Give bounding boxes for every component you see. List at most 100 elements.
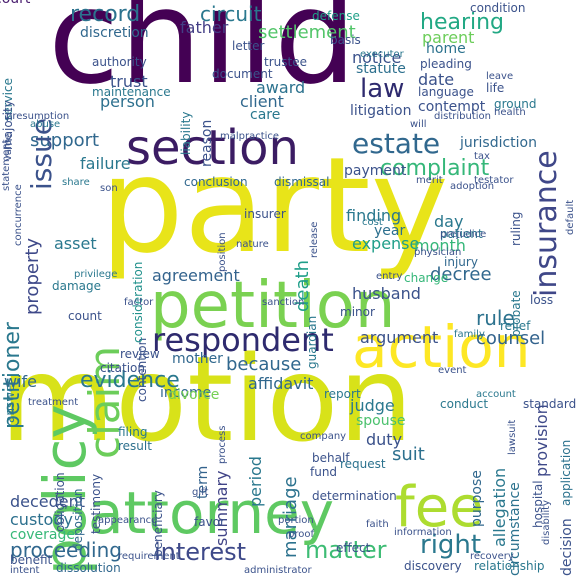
word-deposition: deposition (71, 488, 85, 551)
word-basis: basis (330, 33, 361, 47)
word-award: award (256, 78, 306, 97)
word-period: period (246, 456, 265, 507)
word-favor: favor (194, 515, 225, 529)
word-divorce: divorce (168, 387, 220, 403)
word-value: value (3, 133, 14, 161)
word-wife: wife (4, 372, 38, 391)
word-conduct: conduct (440, 397, 489, 411)
word-fund: fund (310, 465, 338, 479)
word-recovery: recovery (470, 551, 514, 562)
word-effect: effect (336, 541, 371, 555)
word-duty: duty (366, 430, 403, 449)
word-faith: faith (366, 519, 389, 530)
word-right: right (420, 530, 482, 560)
word-injury: injury (444, 255, 478, 269)
word-process: process (217, 425, 228, 464)
word-support: support (30, 130, 100, 151)
word-cost: cost (362, 217, 383, 228)
word-guardian: guardian (305, 315, 319, 369)
word-sanction: sanction (262, 297, 305, 308)
word-life: life (486, 81, 505, 95)
word-circuit: circuit (200, 2, 262, 26)
word-ruling: ruling (509, 211, 523, 246)
word-litigation: litigation (350, 103, 412, 119)
word-matter: matter (305, 536, 387, 564)
word-result: result (118, 439, 152, 453)
word-discovery: discovery (404, 559, 462, 573)
word-client: client (240, 92, 284, 111)
word-reason: reason (199, 119, 215, 167)
word-property: property (22, 237, 43, 315)
word-defense: defense (312, 9, 360, 23)
word-executor: executor (360, 49, 404, 60)
word-count: count (68, 309, 102, 323)
word-family: family (454, 329, 485, 340)
word-application: application (559, 439, 573, 506)
word-review: review (120, 347, 160, 361)
word-provision: provision (532, 404, 551, 477)
word-default: default (565, 199, 576, 235)
word-jurisdiction: jurisdiction (460, 135, 537, 151)
word-judge: judge (350, 396, 395, 415)
word-damage: damage (52, 279, 102, 293)
word-language: language (418, 85, 474, 99)
word-proceeding: proceeding (10, 538, 122, 562)
word-answer: answer (3, 379, 17, 423)
word-argument: argument (360, 328, 439, 347)
word-merit: merit (416, 175, 443, 186)
word-record: record (70, 2, 141, 27)
word-filing: filing (118, 425, 148, 439)
word-citation: citation (100, 361, 145, 375)
word-testator: testator (474, 175, 514, 186)
word-agreement: agreement (152, 266, 240, 285)
word-decree: decree (430, 264, 492, 285)
word-disability: disability (541, 500, 552, 545)
word-adoption: adoption (450, 181, 495, 192)
word-statute: statute (356, 61, 406, 77)
word-month: month (414, 236, 466, 255)
word-child: child (48, 0, 357, 113)
word-requirement: requirement (118, 551, 180, 562)
word-authority: authority (92, 55, 147, 69)
word-parent: parent (422, 28, 475, 47)
word-party: party (100, 129, 449, 283)
word-hearing: hearing (420, 10, 505, 35)
word-appearance: appearance (98, 515, 158, 526)
word-complaint: complaint (380, 156, 490, 181)
word-concurrence: concurrence (13, 184, 24, 246)
word-section: section (126, 120, 299, 176)
word-release: release (309, 221, 320, 258)
word-abuse: abuse (30, 119, 61, 130)
word-date: date (418, 70, 455, 89)
word-company: company (300, 431, 347, 442)
word-purpose: purpose (469, 470, 485, 527)
word-determination: determination (312, 489, 397, 503)
word-year: year (374, 223, 406, 239)
word-administrator: administrator (244, 565, 312, 576)
word-custody: custody (10, 510, 73, 529)
word-condition: condition (470, 1, 526, 15)
word-contention: contention (135, 337, 149, 402)
word-loss: loss (530, 293, 554, 307)
word-mother: mother (172, 351, 223, 367)
word-pleading: pleading (420, 57, 472, 71)
word-obligation: obligation (53, 472, 67, 532)
word-patient: patient (440, 227, 483, 241)
word-report: report (324, 387, 361, 401)
word-will: will (410, 119, 427, 130)
word-motion: motion (0, 330, 414, 468)
word-standard: standard (523, 397, 576, 411)
word-information: information (394, 527, 452, 538)
word-letter: letter (232, 39, 265, 53)
word-rule: rule (476, 306, 515, 330)
word-presumption: presumption (6, 111, 70, 122)
word-attorney: attorney (88, 479, 335, 547)
word-minor: minor (340, 305, 375, 319)
word-tax: tax (474, 151, 490, 162)
word-relief: relief (500, 319, 531, 333)
word-probate: probate (509, 290, 523, 337)
word-insurance: insurance (529, 150, 564, 297)
word-physician: physician (414, 247, 462, 258)
word-dismissal: dismissal (274, 175, 330, 189)
word-factor: factor (124, 297, 154, 308)
